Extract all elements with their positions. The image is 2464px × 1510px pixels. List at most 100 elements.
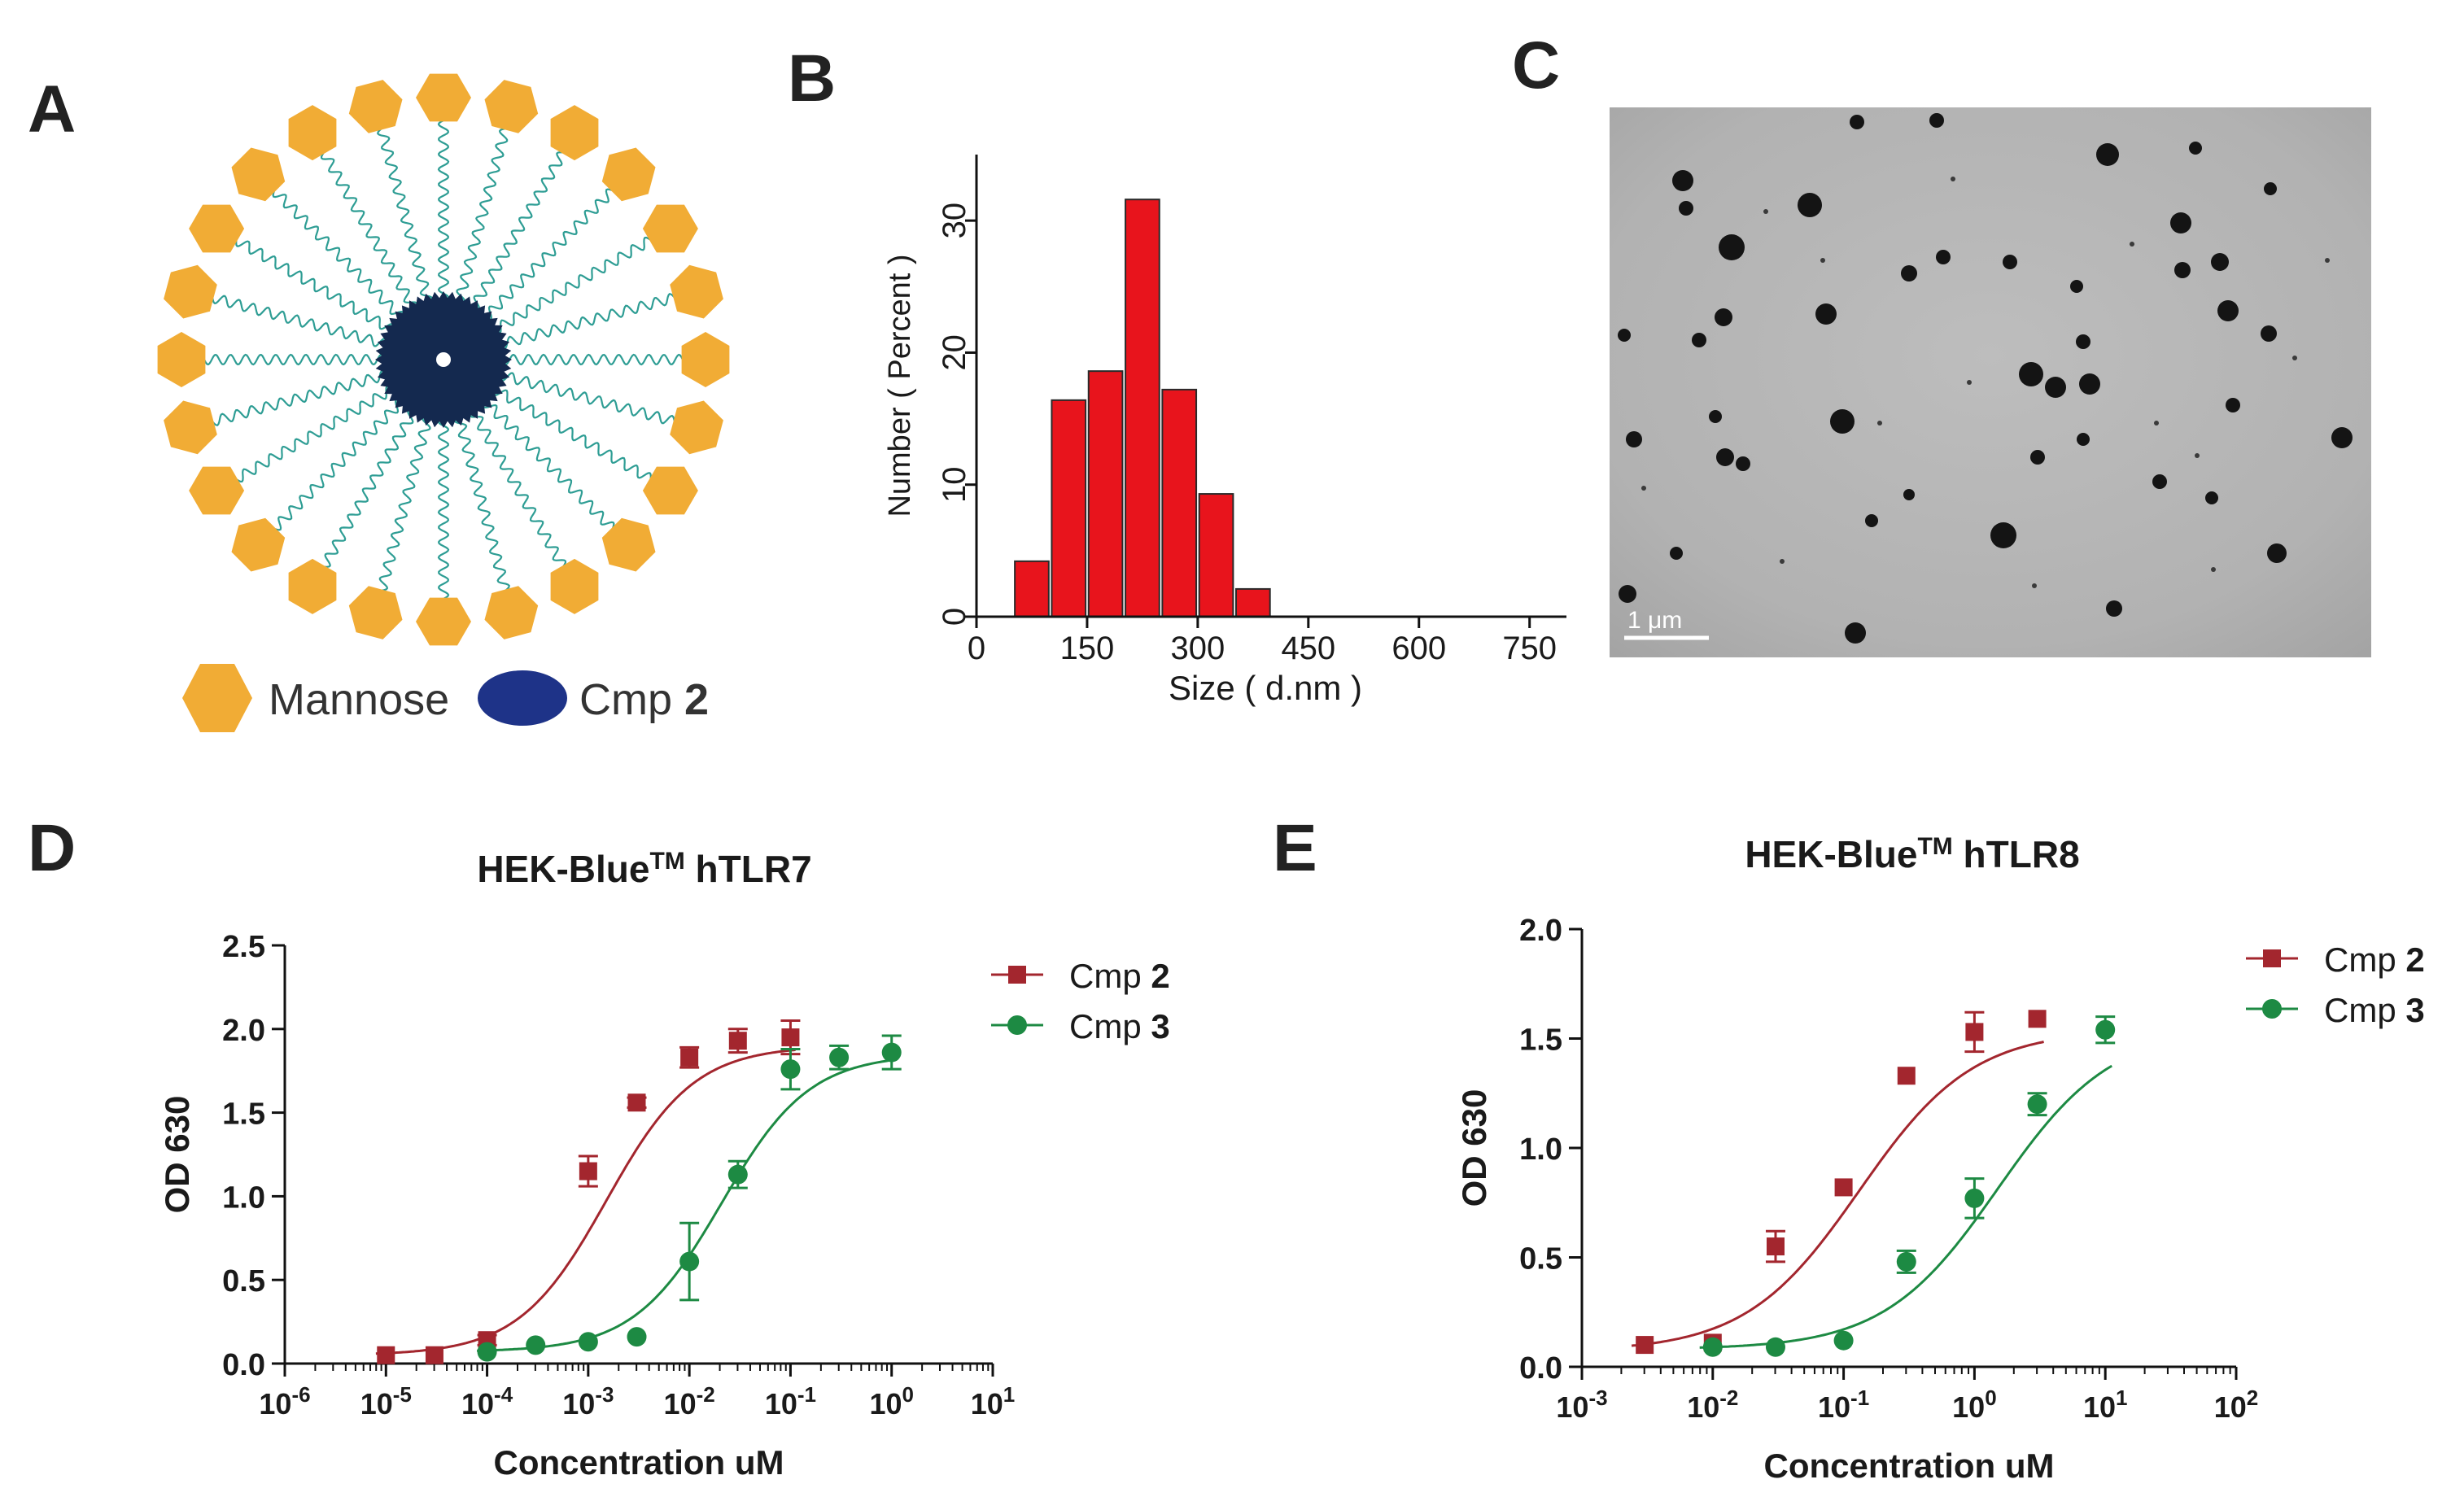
data-point <box>679 1251 700 1272</box>
y-tick-label: 20 <box>937 334 972 371</box>
y-tick-label: 10 <box>937 466 972 503</box>
y-tick-label: 1.5 <box>1519 1023 1562 1058</box>
lipid-chain <box>320 151 418 310</box>
tem-particle <box>1936 250 1951 264</box>
lipid-chain <box>437 417 450 600</box>
data-point <box>627 1327 647 1347</box>
data-point <box>2028 1010 2047 1028</box>
tem-particle <box>1903 489 1915 500</box>
lipid-chain <box>483 400 615 530</box>
y-tick-label: 0.0 <box>1519 1351 1562 1386</box>
tem-particle <box>2189 142 2202 155</box>
mannose-hexagon <box>550 558 599 614</box>
legend-marker <box>2263 949 2281 967</box>
x-tick-label: 450 <box>1281 631 1335 666</box>
histogram-bar <box>1235 587 1271 618</box>
panel-letter-e: E <box>1273 811 1317 885</box>
x-axis-label: Concentration uM <box>1764 1447 2055 1485</box>
tem-particle <box>2152 474 2167 489</box>
y-axis-label: OD 630 <box>1455 1089 1493 1207</box>
tem-particle <box>1830 409 1855 434</box>
fit-curve-2 <box>1699 1064 2112 1349</box>
x-tick-label: 10-3 <box>1556 1386 1607 1424</box>
data-point <box>1833 1330 1854 1351</box>
mannose-hexagon <box>288 558 337 614</box>
cmp2-core-legend-icon <box>478 670 567 726</box>
panel-letter-d: D <box>28 811 76 885</box>
tem-particle <box>2174 262 2191 278</box>
mannose-hexagon <box>348 80 403 133</box>
lipid-chain <box>493 388 652 480</box>
y-tick-label: 2.0 <box>1519 914 1562 948</box>
data-point <box>1702 1337 1723 1357</box>
tem-speck <box>2292 356 2297 360</box>
tem-particle <box>2003 255 2017 269</box>
lipid-chain <box>272 190 404 319</box>
x-tick-label: 102 <box>2214 1386 2259 1424</box>
x-axis-label: Size ( d.nm ) <box>1169 669 1362 707</box>
histogram-bar <box>1014 560 1050 618</box>
tem-particle <box>1798 193 1822 217</box>
histogram-bar <box>1125 199 1160 618</box>
tem-speck <box>2032 583 2037 588</box>
tem-speck <box>1967 380 1972 385</box>
mannose-hexagon <box>231 517 286 572</box>
x-tick-label: 10-4 <box>461 1382 513 1421</box>
data-point <box>780 1059 801 1080</box>
mannose-hexagon <box>288 105 337 161</box>
tem-particle <box>2076 334 2090 349</box>
tem-particle <box>1815 303 1837 325</box>
tem-particle <box>1692 333 1706 347</box>
data-point <box>881 1042 902 1063</box>
tem-particle <box>2264 182 2277 195</box>
data-point <box>377 1346 395 1364</box>
mannose-hexagon <box>601 517 656 572</box>
tem-particle <box>1715 308 1732 326</box>
tem-particle <box>2019 362 2043 386</box>
scale-bar-label: 1 μm <box>1627 607 1682 634</box>
data-point <box>627 1093 646 1112</box>
lipid-chain <box>212 369 388 426</box>
tem-particle <box>1990 522 2016 548</box>
data-point <box>1766 1237 1785 1256</box>
x-tick-label: 750 <box>1502 631 1557 666</box>
x-tick-label: 100 <box>869 1382 914 1421</box>
x-tick-label: 100 <box>1952 1386 1997 1424</box>
panel-letter-a: A <box>28 72 76 146</box>
tem-particle <box>1672 170 1693 191</box>
mannose-hexagon <box>601 147 656 202</box>
tem-particle <box>2211 253 2229 271</box>
legend-mannose-label: Mannose <box>269 675 449 724</box>
tem-particle <box>1716 448 1734 466</box>
lipid-chain <box>211 295 388 347</box>
mannose-hexagon <box>642 204 698 253</box>
tem-speck <box>1641 486 1646 491</box>
mannose-hexagon <box>550 105 599 161</box>
x-tick-label: 150 <box>1060 631 1115 666</box>
lipid-chain <box>323 409 415 568</box>
mannose-hexagon <box>231 147 286 202</box>
x-tick-label: 10-2 <box>664 1382 715 1421</box>
tem-speck <box>1951 177 1955 181</box>
tem-speck <box>2325 258 2330 263</box>
x-axis-label: Concentration uM <box>494 1443 784 1482</box>
mannose-hexagon <box>416 597 471 646</box>
legend-label: Cmp 3 <box>2324 991 2425 1029</box>
tem-particle <box>1619 585 1636 603</box>
lipid-chain <box>499 293 675 350</box>
data-point <box>1636 1336 1654 1355</box>
histogram-bar <box>1051 399 1087 618</box>
histogram-bar <box>1087 370 1124 618</box>
x-tick-label: 10-1 <box>1818 1386 1869 1424</box>
panel-letter-c: C <box>1512 28 1560 103</box>
y-tick-label: 1.0 <box>1519 1132 1562 1167</box>
data-point <box>425 1346 443 1364</box>
legend-marker <box>2262 999 2282 1019</box>
mannose-hexagon <box>164 400 217 455</box>
tem-particle <box>2079 373 2100 395</box>
data-point <box>1896 1251 1916 1272</box>
core-center <box>436 352 451 367</box>
data-point <box>526 1335 546 1355</box>
x-tick-label: 600 <box>1391 631 1446 666</box>
